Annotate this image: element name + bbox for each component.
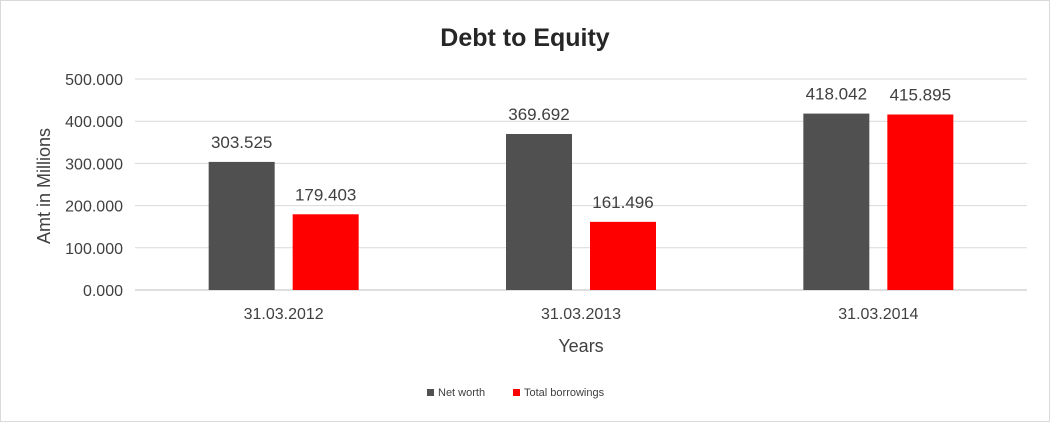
bar-net-worth xyxy=(208,161,275,290)
legend-label: Total borrowings xyxy=(524,387,605,399)
x-tick-label: 31.03.2013 xyxy=(541,306,621,323)
bars xyxy=(208,113,954,290)
legend-item-net-worth: Net worth xyxy=(427,387,485,399)
bar-net-worth xyxy=(803,113,870,290)
data-label: 161.496 xyxy=(592,193,653,212)
bar-total-borrowings xyxy=(887,114,954,290)
y-tick-label: 0.000 xyxy=(83,283,123,300)
legend-swatch xyxy=(427,389,434,396)
x-tick-label: 31.03.2014 xyxy=(838,306,918,323)
y-tick-label: 300.000 xyxy=(65,156,123,173)
y-tick-label: 200.000 xyxy=(65,199,123,216)
data-labels: 303.525 179.403 369.692 161.496 418.042 415.8… xyxy=(211,85,951,212)
data-label: 369.692 xyxy=(508,105,569,124)
legend-label: Net worth xyxy=(438,387,485,399)
data-label: 415.895 xyxy=(890,85,951,104)
legend-item-total-borrowings: Total borrowings xyxy=(513,387,605,399)
legend-swatch xyxy=(513,389,520,396)
chart-title: Debt to Equity xyxy=(440,24,610,52)
data-label: 303.525 xyxy=(211,133,272,152)
x-tick-label: 31.03.2012 xyxy=(244,306,324,323)
y-tick-label: 500.000 xyxy=(65,72,123,89)
y-tick-labels: 0.000 100.000 200.000 300.000 400.000 500.000 xyxy=(65,72,123,300)
gridlines xyxy=(135,78,1027,291)
bar-total-borrowings xyxy=(292,214,359,290)
y-tick-label: 400.000 xyxy=(65,114,123,131)
bar-net-worth xyxy=(506,133,572,290)
x-axis-title: Years xyxy=(558,336,603,356)
y-axis-title: Amt in Millions xyxy=(34,128,54,244)
legend: Net worth Total borrowings xyxy=(427,387,605,399)
y-tick-label: 100.000 xyxy=(65,241,123,258)
data-label: 179.403 xyxy=(295,185,356,204)
bar-total-borrowings xyxy=(590,221,656,290)
x-tick-labels: 31.03.2012 31.03.2013 31.03.2014 xyxy=(244,306,919,323)
data-label: 418.042 xyxy=(806,85,867,104)
